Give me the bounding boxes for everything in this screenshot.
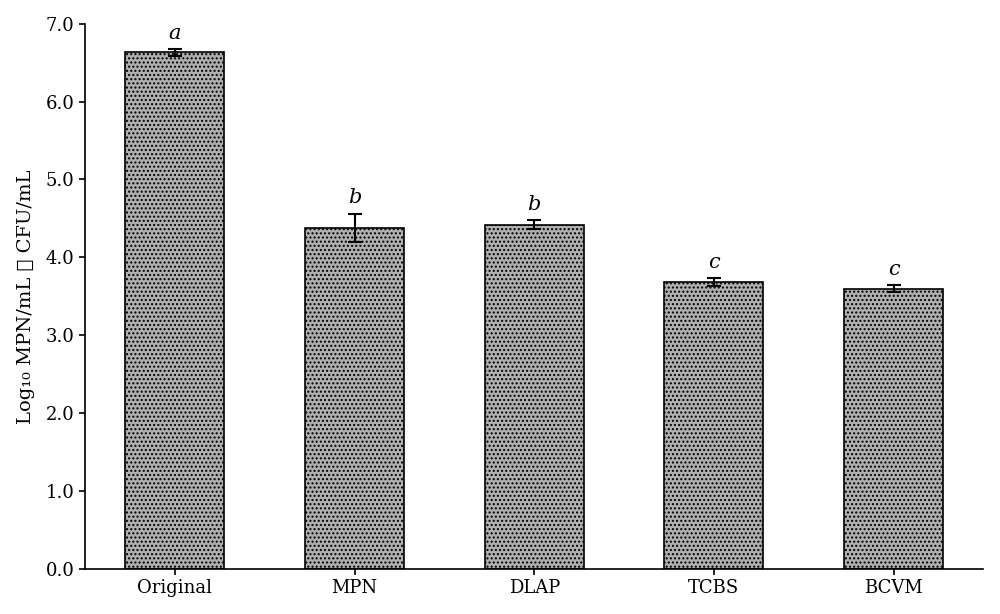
Bar — [485, 225, 584, 569]
Bar — [305, 228, 404, 569]
Text: c: c — [708, 253, 720, 272]
Text: a: a — [169, 24, 181, 43]
Bar — [664, 282, 763, 569]
Y-axis label: Log₁₀ MPN/mL 或 CFU/mL: Log₁₀ MPN/mL 或 CFU/mL — [17, 169, 35, 424]
Text: b: b — [348, 188, 361, 208]
Text: b: b — [528, 195, 541, 214]
Text: c: c — [888, 260, 899, 279]
Bar — [844, 289, 943, 569]
Bar — [125, 52, 224, 569]
